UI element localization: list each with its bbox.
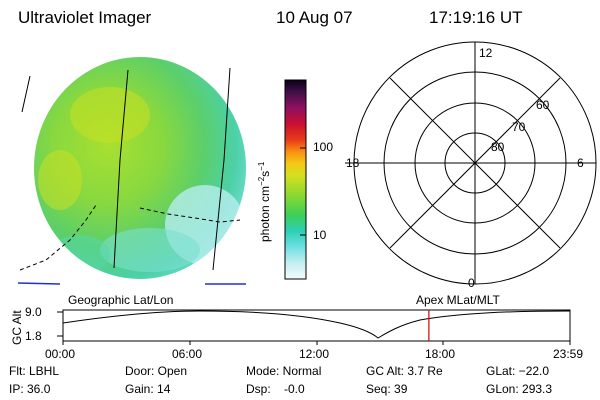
x-tick-1200: 12:00 bbox=[299, 347, 330, 361]
instrument-title: Ultraviolet Imager bbox=[18, 8, 152, 27]
mlat-mlt-polar-plot bbox=[345, 41, 597, 285]
geographic-caption: Geographic Lat/Lon bbox=[68, 293, 174, 307]
status-mode: Mode: Normal bbox=[246, 364, 322, 378]
status-gc-alt: GC Alt: 3.7 Re bbox=[366, 364, 443, 378]
mlt-label-0: 0 bbox=[468, 276, 475, 290]
mlat-label-80: 80 bbox=[491, 140, 505, 154]
mlat-label-70: 70 bbox=[512, 120, 526, 134]
status-ip: IP: 36.0 bbox=[9, 382, 51, 396]
status-glat: GLat: −22.0 bbox=[486, 364, 550, 378]
colorbar-tick-100: 100 bbox=[313, 140, 334, 154]
uv-image-disk bbox=[17, 57, 246, 285]
colorbar bbox=[284, 79, 307, 280]
mlt-label-6: 6 bbox=[577, 156, 584, 170]
mlt-label-18: 18 bbox=[346, 156, 360, 170]
mlt-label-12: 12 bbox=[479, 46, 493, 60]
observation-date: 10 Aug 07 bbox=[276, 8, 353, 27]
gc-alt-axis-label: GC Alt bbox=[10, 310, 24, 345]
x-tick-0600: 06:00 bbox=[172, 347, 203, 361]
y-tick-9: 9.0 bbox=[25, 305, 42, 319]
apex-caption: Apex MLat/MLT bbox=[416, 293, 500, 307]
status-door: Door: Open bbox=[125, 364, 188, 378]
observation-time: 17:19:16 UT bbox=[429, 8, 523, 27]
status-seq: Seq: 39 bbox=[366, 382, 408, 396]
status-glon: GLon: 293.3 bbox=[486, 382, 553, 396]
x-tick-2359: 23:59 bbox=[553, 347, 584, 361]
x-tick-1800: 18:00 bbox=[425, 347, 456, 361]
colorbar-tick-10: 10 bbox=[313, 228, 327, 242]
gc-altitude-timeline bbox=[57, 309, 571, 345]
status-dsp: Dsp: -0.0 bbox=[246, 382, 305, 396]
x-tick-0000: 00:00 bbox=[45, 347, 76, 361]
mlat-label-60: 60 bbox=[536, 98, 550, 112]
y-tick-1-8: 1.8 bbox=[25, 329, 42, 343]
colorbar-unit-label: photon cm−2s−1 bbox=[257, 161, 272, 242]
status-gain: Gain: 14 bbox=[125, 382, 171, 396]
status-flt: Flt: LBHL bbox=[9, 364, 60, 378]
